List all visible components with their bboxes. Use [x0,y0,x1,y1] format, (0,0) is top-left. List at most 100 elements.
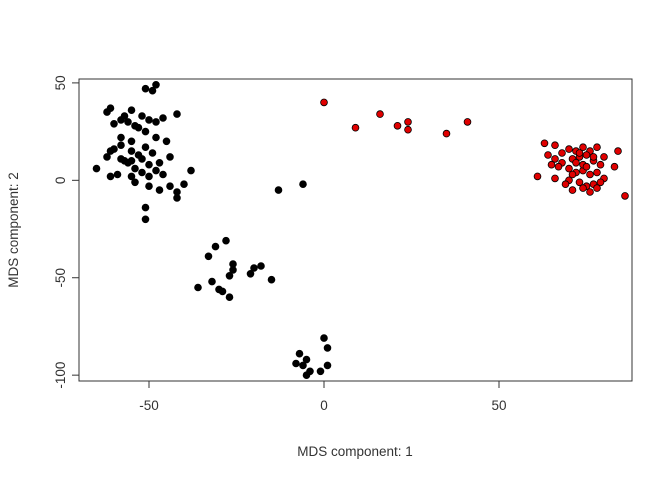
data-point [117,141,125,150]
data-point [554,162,563,171]
data-point [558,149,566,157]
data-point [292,359,300,368]
data-point [106,172,115,181]
y-tick-label: 50 [53,75,68,90]
data-point [610,162,619,171]
data-point [575,149,584,157]
series-2 [320,98,629,200]
data-point [127,137,136,146]
data-point [145,116,153,124]
data-point [533,172,542,181]
data-point [113,170,122,179]
data-point [582,151,591,159]
data-point [110,120,118,128]
x-axis-title: MDS component: 1 [297,444,413,459]
data-point [173,110,181,118]
data-point [351,123,360,132]
data-point [302,355,311,364]
x-tick-label: -50 [139,398,159,413]
y-tick-label: 0 [53,177,68,185]
data-point [257,262,265,270]
data-point [145,182,153,191]
data-point [155,159,164,167]
data-point [250,264,258,272]
data-point [117,133,125,142]
data-point [148,86,157,95]
data-point [600,153,608,161]
data-point [586,188,594,196]
data-point [540,139,549,148]
data-point [131,122,139,130]
data-point [120,157,129,165]
data-point [127,147,136,155]
data-point [103,108,111,116]
data-point [565,164,573,173]
data-point [159,114,167,122]
data-point [593,143,601,152]
data-point [614,147,622,155]
data-point [127,157,136,165]
data-point [180,180,188,189]
data-point [204,252,213,261]
data-point [551,174,559,183]
data-point [302,371,311,380]
data-point [621,192,629,200]
data-point [145,160,153,169]
data-point [127,106,136,114]
data-point [547,160,556,169]
data-point [148,149,157,157]
data-point [299,361,307,370]
data-point [299,180,307,189]
data-point [596,178,605,187]
data-point [106,147,115,155]
data-point [376,110,384,118]
data-point [152,81,160,89]
data-point [246,269,255,278]
y-axis: -100 -50 0 50 [53,75,80,389]
data-point [295,349,304,358]
data-point [145,172,153,181]
x-axis: -50 0 50 [139,380,507,413]
data-point [187,166,195,175]
y-tick-label: -100 [53,362,68,389]
data-point [166,182,174,191]
data-point [131,178,139,187]
data-point [173,194,181,202]
data-point [568,170,577,179]
data-point [561,180,570,189]
data-point [323,344,332,352]
data-point [404,118,412,126]
data-point [134,151,143,159]
data-point [141,203,150,212]
data-point [138,168,146,177]
data-point [572,159,580,167]
data-point [225,293,234,302]
data-point [141,84,150,93]
data-point [579,184,587,192]
data-point [218,287,227,296]
data-point [579,143,587,152]
data-point [565,145,573,153]
data-point [194,283,202,292]
data-point [141,143,150,152]
data-point [138,112,146,120]
data-point [92,164,101,173]
data-point [166,153,174,161]
data-point [463,118,472,126]
data-point [323,361,332,370]
data-point [162,137,171,146]
data-point [316,367,325,376]
data-point [159,170,167,179]
data-point [208,277,216,286]
data-point [117,116,125,124]
data-point [229,266,237,274]
data-point [593,184,601,192]
x-tick-label: 0 [320,398,328,413]
data-point [141,127,150,136]
data-point [586,170,594,179]
data-point [274,186,283,194]
y-axis-title: MDS component: 2 [6,172,21,288]
data-point [152,166,160,175]
data-point [544,151,552,159]
